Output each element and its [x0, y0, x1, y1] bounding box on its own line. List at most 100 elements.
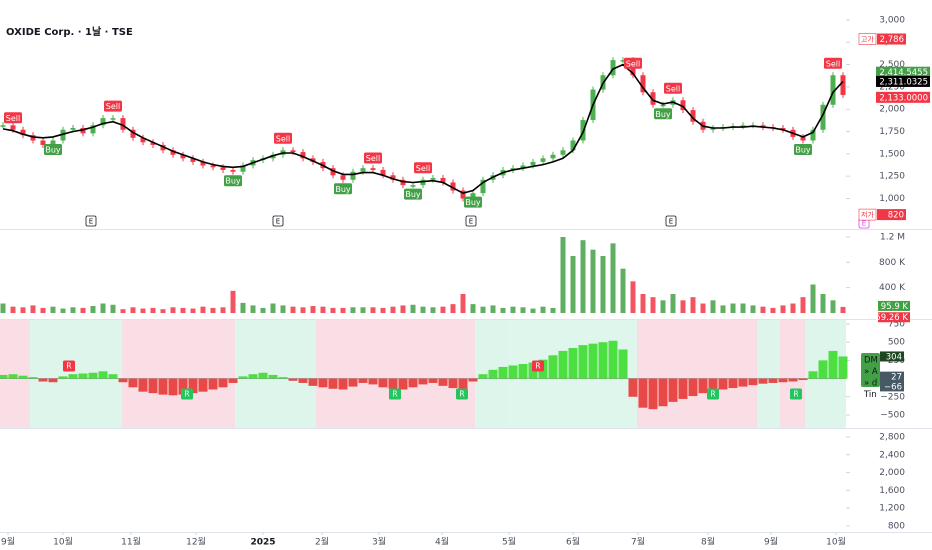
r-signal-box: [532, 360, 544, 372]
signal-box: [104, 100, 122, 112]
volume-bar: [80, 307, 86, 313]
y-tick-label: 1,000: [879, 194, 905, 204]
volume-bar: [360, 307, 366, 313]
volume-bar: [830, 300, 836, 313]
histogram-bar: [288, 378, 298, 381]
y-tick-label: 1,750: [879, 127, 905, 137]
price-label-box: [876, 66, 930, 78]
volume-bar: [720, 305, 726, 313]
price-label-box: [876, 75, 930, 87]
histogram-bar: [678, 378, 688, 399]
indicator-label: 304: [886, 352, 902, 362]
volume-bar: [180, 307, 186, 313]
histogram-bar: [178, 378, 188, 395]
candle: [310, 158, 316, 162]
candle: [690, 110, 696, 122]
histogram-bar: [838, 356, 848, 379]
x-tick-label: 10월: [826, 536, 846, 548]
candle: [380, 169, 386, 176]
price-tag: 저가: [861, 210, 874, 219]
candle: [350, 171, 356, 180]
volume-bar: [40, 307, 46, 313]
y-tick-label: 2,000: [879, 468, 905, 478]
histogram-bar: [738, 378, 748, 387]
candle: [660, 104, 666, 107]
indicator-label: 27: [891, 373, 902, 383]
histogram-bar: [618, 349, 628, 379]
histogram-bar: [718, 378, 728, 390]
candle: [680, 100, 686, 111]
volume-bar: [380, 307, 386, 313]
volume-label-box: [878, 312, 910, 323]
x-tick-label: 8월: [701, 536, 715, 548]
histogram-bar: [298, 378, 308, 383]
r-signal-box: [790, 388, 802, 400]
x-tick-label: 12월: [186, 536, 206, 548]
candle: [50, 140, 56, 145]
candle: [150, 142, 156, 145]
volume-bar: [560, 237, 566, 313]
histogram-bar: [88, 372, 98, 379]
volume-bar: [300, 307, 306, 313]
r-signal-label: R: [459, 390, 464, 399]
histogram-bar: [408, 378, 418, 388]
y-tick-label: 2,250: [879, 82, 905, 92]
volume-bar: [370, 307, 376, 313]
r-signal-box: [63, 360, 75, 372]
y-tick-label: 1.2 M: [880, 233, 905, 243]
volume-bar: [600, 256, 606, 313]
y-tick-label: 1,500: [879, 149, 905, 159]
histogram-bar: [708, 378, 718, 391]
price-label-box: [876, 91, 930, 103]
y-tick-label: −250: [880, 392, 905, 402]
volume-bar: [710, 300, 716, 313]
histogram-bar: [198, 378, 208, 392]
volume-label: 95.9 K: [881, 302, 909, 312]
histogram-bar: [368, 378, 378, 385]
histogram-bar: [578, 345, 588, 379]
histogram-bar: [228, 378, 238, 383]
y-tick-label: −500: [880, 410, 905, 420]
y-tick-label: 400 K: [879, 283, 906, 293]
y-tick-label: 1,600: [879, 486, 905, 496]
volume-bar: [660, 300, 666, 313]
volume-bar: [70, 307, 76, 313]
r-signal-box: [707, 388, 719, 400]
chart-title: OXIDE Corp. · 1날 · TSE: [6, 25, 133, 38]
price-label: 820: [888, 211, 904, 221]
histogram-bar: [728, 378, 738, 389]
volume-bar: [550, 307, 556, 313]
volume-bar: [580, 240, 586, 313]
candle: [20, 129, 26, 136]
bear-zone: [122, 320, 235, 428]
histogram-bar: [18, 375, 28, 379]
bull-zone: [30, 320, 122, 428]
histogram-bar: [428, 378, 438, 383]
histogram-bar: [238, 376, 248, 379]
candle: [290, 150, 296, 153]
histogram-bar: [258, 372, 268, 379]
histogram-bar: [448, 378, 458, 389]
earnings-label: E: [669, 218, 673, 226]
histogram-bar: [478, 374, 488, 379]
histogram-bar: [318, 378, 328, 388]
candle: [740, 125, 746, 127]
signal-box: [794, 143, 812, 155]
volume-bar: [410, 304, 416, 313]
y-tick-label: 1,250: [879, 172, 905, 182]
volume-bar: [350, 307, 356, 313]
volume-bar: [460, 293, 466, 313]
signal-box: [654, 108, 672, 120]
signal-box: [404, 188, 422, 200]
histogram-bar: [108, 374, 118, 379]
volume-bar: [330, 307, 336, 313]
candle: [570, 140, 576, 151]
histogram-bar: [778, 378, 788, 383]
x-tick-label: 9월: [764, 536, 778, 548]
histogram-bar: [418, 378, 428, 385]
volume-bar: [610, 243, 616, 313]
histogram-bar: [598, 342, 608, 379]
histogram-bar: [308, 378, 318, 386]
x-tick-label: 4월: [435, 536, 449, 548]
indicator-background: [0, 320, 846, 428]
